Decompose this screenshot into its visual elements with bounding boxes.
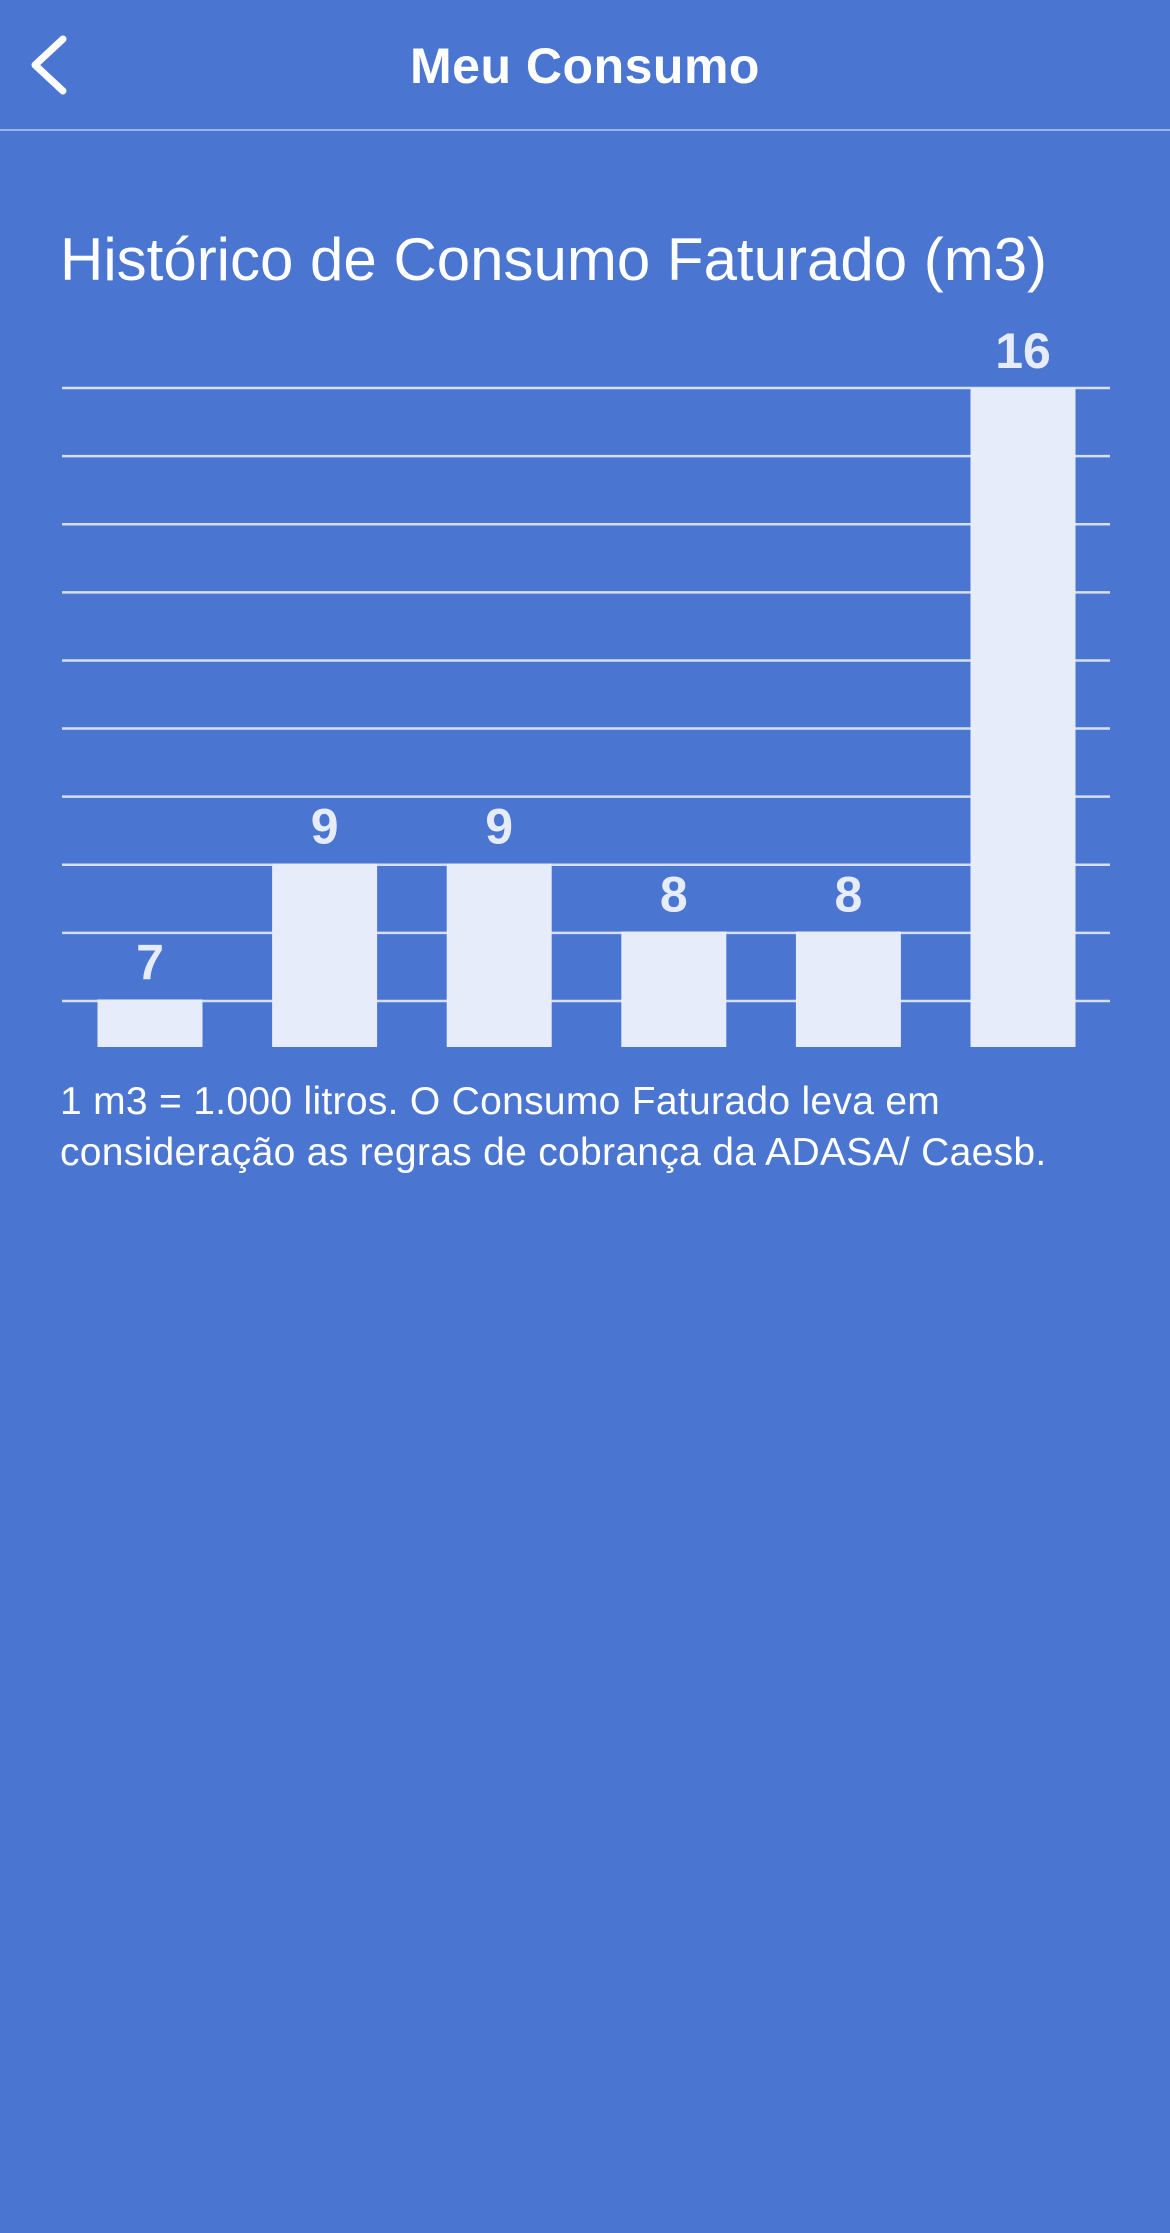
page-title: Meu Consumo <box>410 38 760 94</box>
chart-bar <box>970 388 1076 1047</box>
chevron-left-icon <box>31 35 67 95</box>
chart-bar <box>97 999 203 1047</box>
chart-bar <box>272 863 378 1047</box>
chart-title: Histórico de Consumo Faturado (m3) <box>60 226 1048 293</box>
navigation-bar: Meu Consumo <box>0 0 1170 131</box>
chart-bar <box>795 931 901 1047</box>
bar-value-label: 16 <box>995 323 1051 379</box>
bar-value-label: 9 <box>311 799 339 855</box>
chart-bar <box>621 931 727 1047</box>
footnote-text: 1 m3 = 1.000 litros. O Consumo Faturado … <box>60 1080 1047 1174</box>
bar-value-label: 8 <box>660 867 688 923</box>
chart-bar <box>446 863 552 1047</box>
bar-value-label: 9 <box>485 799 513 855</box>
back-button[interactable] <box>14 20 84 110</box>
consumption-bar-chart: 7 9 9 8 8 16 <box>62 323 1110 1047</box>
bar-value-label: 8 <box>834 867 862 923</box>
bar-value-label: 7 <box>136 934 164 990</box>
